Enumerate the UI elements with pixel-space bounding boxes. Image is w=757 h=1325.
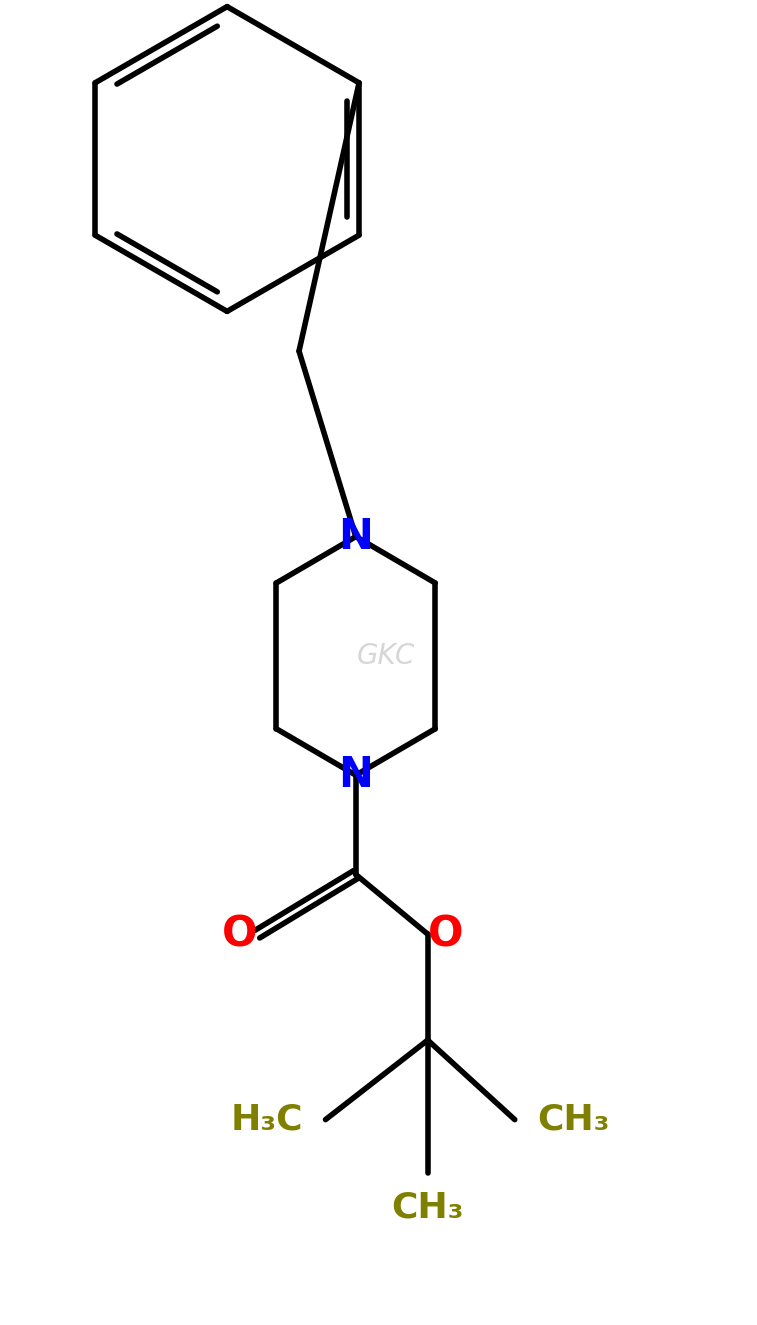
Text: H₃C: H₃C <box>231 1102 304 1137</box>
Text: CH₃: CH₃ <box>537 1102 609 1137</box>
Text: O: O <box>222 913 257 955</box>
Text: GKC: GKC <box>357 641 416 670</box>
Text: CH₃: CH₃ <box>391 1191 464 1224</box>
Text: N: N <box>338 754 373 796</box>
Text: O: O <box>428 913 463 955</box>
Text: N: N <box>338 515 373 558</box>
